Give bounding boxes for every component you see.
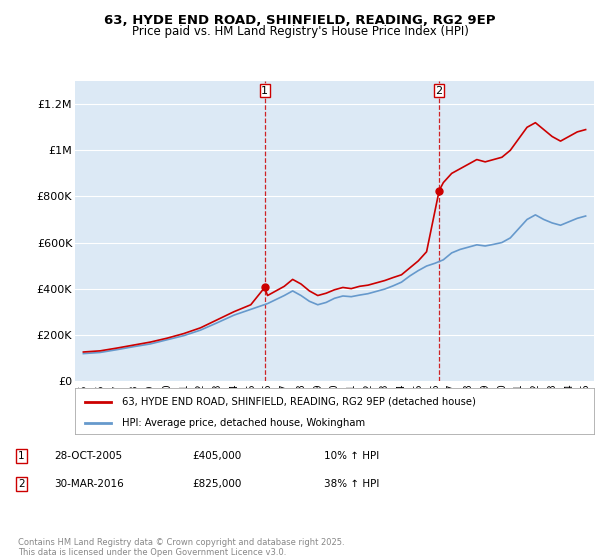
Text: 2: 2 bbox=[18, 479, 25, 489]
Text: 1: 1 bbox=[18, 451, 25, 461]
Text: 63, HYDE END ROAD, SHINFIELD, READING, RG2 9EP (detached house): 63, HYDE END ROAD, SHINFIELD, READING, R… bbox=[122, 397, 476, 407]
Text: 30-MAR-2016: 30-MAR-2016 bbox=[54, 479, 124, 489]
Text: 2: 2 bbox=[436, 86, 443, 96]
Text: Price paid vs. HM Land Registry's House Price Index (HPI): Price paid vs. HM Land Registry's House … bbox=[131, 25, 469, 38]
Text: 28-OCT-2005: 28-OCT-2005 bbox=[54, 451, 122, 461]
Text: 1: 1 bbox=[261, 86, 268, 96]
Text: £825,000: £825,000 bbox=[192, 479, 241, 489]
Text: £405,000: £405,000 bbox=[192, 451, 241, 461]
Text: 10% ↑ HPI: 10% ↑ HPI bbox=[324, 451, 379, 461]
Text: HPI: Average price, detached house, Wokingham: HPI: Average price, detached house, Woki… bbox=[122, 418, 365, 427]
Text: 63, HYDE END ROAD, SHINFIELD, READING, RG2 9EP: 63, HYDE END ROAD, SHINFIELD, READING, R… bbox=[104, 14, 496, 27]
Text: 38% ↑ HPI: 38% ↑ HPI bbox=[324, 479, 379, 489]
Text: Contains HM Land Registry data © Crown copyright and database right 2025.
This d: Contains HM Land Registry data © Crown c… bbox=[18, 538, 344, 557]
